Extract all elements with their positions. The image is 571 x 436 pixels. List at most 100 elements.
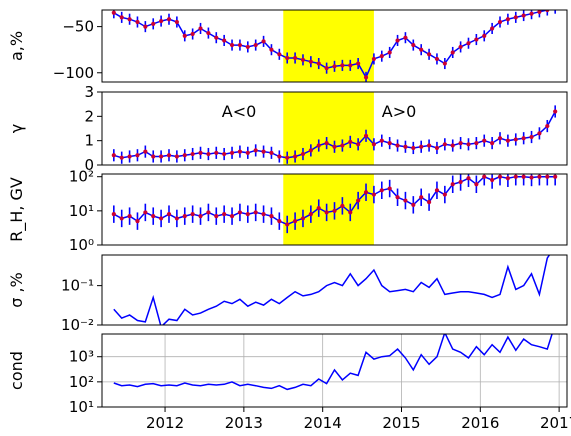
- data-point: [332, 208, 337, 213]
- data-point: [174, 154, 179, 159]
- data-point: [411, 202, 416, 207]
- ylabel-rigidity: R_H, GV: [7, 177, 27, 242]
- axes-frame: [101, 254, 568, 326]
- data-point: [332, 144, 337, 149]
- data-point: [206, 210, 211, 215]
- xtick-label: 2012: [146, 414, 184, 432]
- data-point: [206, 151, 211, 157]
- data-point: [395, 195, 400, 200]
- data-point: [411, 145, 416, 151]
- data-point: [143, 210, 148, 215]
- data-point: [285, 155, 290, 160]
- data-point: [143, 24, 148, 29]
- data-point: [237, 42, 243, 48]
- data-point: [371, 142, 377, 147]
- data-point: [537, 174, 542, 179]
- axes-frame: [101, 9, 568, 83]
- data-point: [151, 214, 156, 219]
- data-point: [434, 145, 440, 151]
- data-point: [316, 143, 321, 148]
- data-point: [490, 141, 495, 146]
- data-point: [166, 17, 172, 22]
- data-point: [553, 109, 558, 114]
- ytick-label: −100: [53, 64, 94, 82]
- data-point: [450, 182, 455, 187]
- data-point: [277, 154, 282, 159]
- data-point: [387, 50, 392, 55]
- axes-frame: [101, 91, 568, 166]
- highlight-band-gamma: [283, 92, 374, 165]
- data-point: [324, 210, 329, 215]
- data-point: [214, 214, 219, 219]
- data-point: [269, 47, 274, 52]
- ylabel-gamma: γ: [7, 124, 26, 133]
- data-point: [356, 198, 361, 203]
- data-point: [411, 42, 416, 48]
- data-point: [269, 150, 274, 155]
- data-point: [214, 150, 219, 155]
- ytick-label: 10²: [69, 168, 94, 186]
- ytick-label: 10²: [69, 373, 94, 391]
- highlight-band-rigidity: [283, 174, 374, 245]
- highlight-band-a: [283, 10, 374, 82]
- data-point: [490, 26, 495, 31]
- ytick-label: 10⁻²: [61, 316, 94, 334]
- data-point: [379, 138, 384, 143]
- data-point: [490, 177, 495, 183]
- xtick-label: 2013: [225, 414, 263, 432]
- data-point: [466, 142, 471, 147]
- data-point: [198, 214, 203, 219]
- data-point: [474, 182, 479, 187]
- data-point: [127, 17, 132, 22]
- data-point: [143, 149, 148, 154]
- data-point: [135, 153, 140, 158]
- data-point: [537, 10, 542, 14]
- data-point: [190, 31, 195, 37]
- annotation-a-negative: A<0: [222, 102, 257, 121]
- data-point: [174, 19, 179, 25]
- data-point: [505, 17, 510, 22]
- data-point: [434, 56, 440, 62]
- ytick-label: 10¹: [69, 398, 94, 416]
- data-point: [269, 214, 274, 219]
- data-point: [513, 15, 518, 20]
- data-point: [229, 150, 235, 155]
- data-point: [474, 141, 479, 146]
- data-point: [332, 64, 337, 69]
- series-line: [113, 255, 551, 325]
- data-point: [151, 21, 156, 26]
- ylabel-cond: cond: [7, 351, 26, 390]
- data-point: [419, 144, 424, 149]
- data-point: [363, 75, 369, 80]
- data-point: [159, 154, 164, 159]
- data-point: [545, 123, 550, 129]
- data-point: [222, 151, 227, 157]
- data-point: [198, 26, 203, 31]
- data-point: [135, 19, 140, 25]
- data-point: [497, 136, 503, 141]
- data-point: [245, 212, 250, 217]
- data-point: [450, 143, 455, 148]
- data-point: [482, 138, 487, 143]
- data-point: [135, 219, 140, 224]
- data-point: [521, 174, 526, 179]
- panel-rigidity: 10⁰ 10¹ 10² R_H, GV: [7, 168, 568, 254]
- data-point: [521, 136, 526, 141]
- panel-sigma: 10⁻² 10⁻¹ σ ,%: [7, 254, 568, 334]
- data-point: [529, 11, 534, 16]
- data-point: [513, 174, 518, 179]
- annotation-a-positive: A>0: [382, 102, 417, 121]
- data-point: [419, 47, 424, 52]
- data-point: [111, 10, 116, 15]
- data-point: [214, 35, 219, 40]
- data-point: [166, 153, 172, 158]
- data-point: [292, 55, 298, 61]
- data-point: [426, 52, 432, 57]
- data-point: [537, 131, 542, 136]
- data-point: [356, 61, 361, 66]
- series-line: [113, 334, 553, 391]
- data-point: [403, 144, 408, 149]
- data-point: [450, 50, 455, 55]
- data-point: [458, 44, 463, 50]
- data-point: [261, 149, 266, 154]
